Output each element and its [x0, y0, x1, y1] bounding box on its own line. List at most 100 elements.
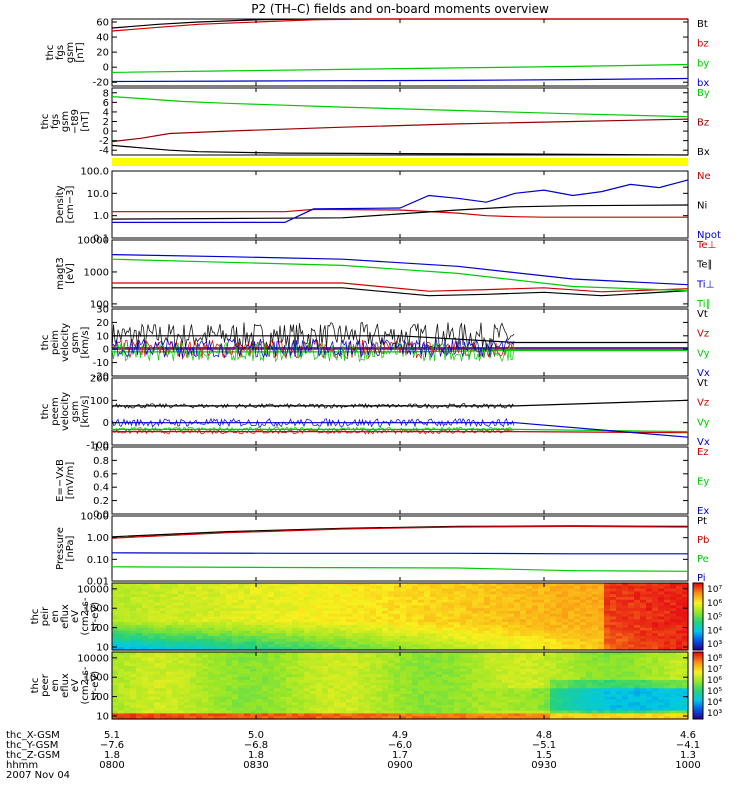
heatmap-cell [382, 679, 389, 684]
heatmap-cell [412, 699, 419, 703]
heatmap-cell [136, 705, 143, 709]
heatmap-cell [532, 693, 539, 698]
heatmap-cell [214, 599, 221, 604]
heatmap-cell [526, 591, 533, 595]
heatmap-cell [514, 652, 521, 656]
heatmap-cell [244, 599, 251, 604]
heatmap-cell [628, 597, 635, 601]
heatmap-cell [262, 674, 269, 678]
heatmap-cell [352, 716, 359, 720]
heatmap-cell [118, 705, 125, 709]
heatmap-cell [598, 602, 605, 606]
heatmap-cell [424, 685, 431, 689]
heatmap-cell [298, 627, 305, 632]
heatmap-cell [262, 616, 269, 620]
heatmap-cell [316, 699, 323, 703]
heatmap-cell [496, 641, 503, 645]
heatmap-cell [316, 685, 323, 689]
heatmap-cell [508, 622, 515, 626]
heatmap-cell [334, 702, 341, 706]
heatmap-cell [652, 707, 659, 712]
heatmap-cell [322, 702, 329, 706]
heatmap-cell [226, 605, 233, 609]
heatmap-cell [124, 594, 131, 598]
heatmap-cell [460, 716, 467, 720]
heatmap-cell [544, 638, 551, 643]
heatmap-cell [388, 594, 395, 598]
y-axis-label-pressure: Pressure [55, 527, 66, 570]
heatmap-cell [280, 685, 287, 689]
heatmap-cell [202, 633, 209, 637]
heatmap-cell [280, 622, 287, 626]
heatmap-cell [526, 585, 533, 590]
heatmap-cell [352, 594, 359, 598]
heatmap-cell [490, 616, 497, 620]
heatmap-cell [520, 624, 527, 629]
heatmap-cell [604, 591, 611, 595]
heatmap-cell [508, 610, 515, 615]
heatmap-cell [148, 638, 155, 643]
heatmap-cell [250, 688, 257, 692]
heatmap-cell [448, 666, 455, 670]
y-tick-label-vel_peem: 0 [103, 418, 109, 429]
heatmap-cell [148, 685, 155, 689]
heatmap-cell [262, 630, 269, 634]
heatmap-cell [142, 647, 149, 651]
heatmap-cell [676, 677, 683, 681]
heatmap-cell [310, 610, 317, 615]
heatmap-cell [130, 630, 137, 634]
heatmap-cell [562, 713, 569, 717]
heatmap-cell [202, 699, 209, 703]
heatmap-cell [580, 657, 587, 661]
heatmap-cell [190, 638, 197, 643]
heatmap-cell [364, 710, 371, 714]
heatmap-cell [562, 613, 569, 618]
heatmap-cell [274, 679, 281, 684]
heatmap-cell [118, 624, 125, 629]
heatmap-cell [244, 682, 251, 687]
heatmap-cell [436, 677, 443, 681]
heatmap-cell [112, 654, 119, 659]
heatmap-cell [544, 707, 551, 712]
heatmap-cell [388, 677, 395, 681]
heatmap-cell [214, 693, 221, 698]
heatmap-cell [208, 597, 215, 601]
heatmap-cell [208, 608, 215, 612]
heatmap-cell [298, 583, 305, 587]
heatmap-cell [676, 679, 683, 684]
heatmap-cell [466, 710, 473, 714]
heatmap-cell [316, 660, 323, 664]
heatmap-cell [508, 583, 515, 587]
heatmap-cell [238, 682, 245, 687]
heatmap-cell [430, 716, 437, 720]
heatmap-cell [154, 716, 161, 720]
heatmap-cell [682, 693, 689, 698]
heatmap-cell [646, 644, 653, 648]
heatmap-cell [364, 633, 371, 637]
heatmap-cell [154, 602, 161, 606]
heatmap-cell [376, 679, 383, 684]
heatmap-cell [154, 619, 161, 623]
heatmap-cell [616, 671, 623, 675]
heatmap-cell [220, 641, 227, 645]
heatmap-cell [568, 682, 575, 687]
heatmap-cell [592, 674, 599, 678]
heatmap-cell [256, 599, 263, 604]
heatmap-cell [202, 666, 209, 670]
heatmap-cell [442, 641, 449, 645]
heatmap-cell [562, 619, 569, 623]
heatmap-cell [142, 691, 149, 695]
heatmap-cell [568, 693, 575, 698]
heatmap-cell [226, 654, 233, 659]
heatmap-cell [256, 674, 263, 678]
heatmap-cell [520, 713, 527, 717]
heatmap-cell [220, 585, 227, 590]
heatmap-cell [604, 627, 611, 632]
heatmap-cell [598, 654, 605, 659]
heatmap-cell [148, 591, 155, 595]
heatmap-cell [448, 636, 455, 640]
heatmap-cell [142, 657, 149, 661]
heatmap-cell [130, 691, 137, 695]
heatmap-cell [670, 679, 677, 684]
heatmap-cell [640, 627, 647, 632]
